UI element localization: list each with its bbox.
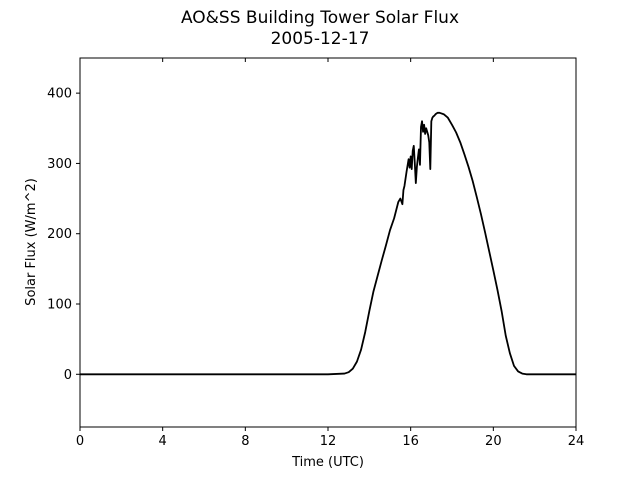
x-axis-label: Time (UTC) bbox=[291, 455, 364, 470]
plot-frame bbox=[79, 57, 577, 428]
x-tick-label: 12 bbox=[320, 434, 337, 449]
chart-subtitle: 2005-12-17 bbox=[270, 29, 370, 49]
y-tick-label: 400 bbox=[47, 87, 72, 102]
y-tick-label: 100 bbox=[47, 298, 72, 313]
y-axis: 0 100 200 300 400 bbox=[47, 87, 80, 383]
plot-area bbox=[80, 58, 576, 427]
y-axis-label: Solar Flux (W/m^2) bbox=[24, 178, 39, 306]
x-tick-label: 16 bbox=[402, 434, 419, 449]
x-tick-label: 0 bbox=[76, 434, 84, 449]
x-tick-label: 20 bbox=[485, 434, 502, 449]
solar-flux-series-line bbox=[80, 111, 576, 376]
y-tick-label: 0 bbox=[64, 368, 72, 383]
x-tick-label: 24 bbox=[568, 434, 585, 449]
y-tick-label: 300 bbox=[47, 157, 72, 172]
chart-title: AO&SS Building Tower Solar Flux bbox=[180, 8, 460, 28]
x-tick-label: 4 bbox=[159, 434, 167, 449]
y-tick-label: 200 bbox=[47, 227, 72, 242]
x-tick-label: 8 bbox=[241, 434, 249, 449]
